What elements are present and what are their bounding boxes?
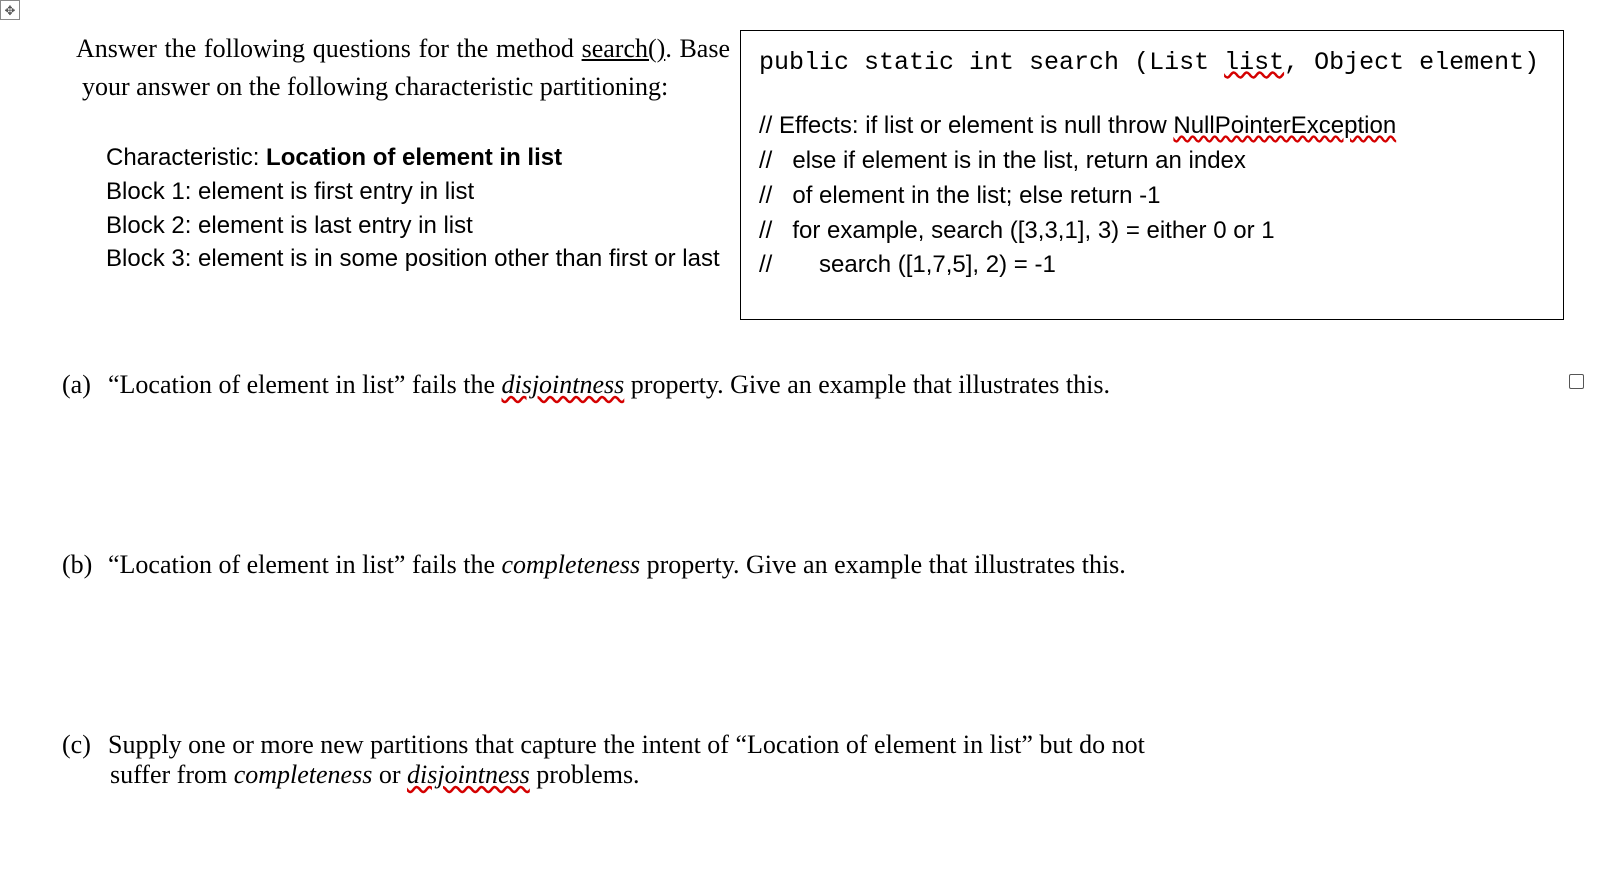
question-top-row: 4.Answer the following questions for the…	[30, 30, 1564, 320]
code-comment-1-err: NullPointerException	[1173, 112, 1396, 139]
code-comments: // Effects: if list or element is null t…	[759, 109, 1543, 283]
subquestion-area: (a)“Location of element in list” fails t…	[30, 370, 1564, 790]
question-number: 4.	[30, 30, 76, 68]
subq-c-line2-pre: suffer from	[110, 760, 234, 789]
subq-c-line2: suffer from completeness or disjointness…	[110, 760, 1564, 790]
code-signature: public static int search (List list, Obj…	[759, 45, 1543, 81]
characteristic-line: Characteristic: Location of element in l…	[106, 141, 730, 175]
subquestion-b: (b)“Location of element in list” fails t…	[62, 550, 1564, 580]
subquestion-c: (c)Supply one or more new partitions tha…	[62, 730, 1564, 790]
subquestion-a: (a)“Location of element in list” fails t…	[62, 370, 1564, 400]
subq-a-label: (a)	[62, 370, 108, 400]
code-comment-2: // else if element is in the list, retur…	[759, 144, 1543, 179]
subq-c-em2: disjointness	[407, 760, 530, 789]
code-sig-post: , Object element)	[1284, 48, 1539, 77]
subq-c-line1: Supply one or more new partitions that c…	[108, 730, 1145, 759]
comment-marker-icon[interactable]	[1569, 374, 1584, 389]
code-comment-1-pre: // Effects: if list or element is null t…	[759, 112, 1173, 139]
subq-b-post: property. Give an example that illustrat…	[640, 550, 1126, 579]
subq-a-pre: “Location of element in list” fails the	[108, 370, 501, 399]
intro-method-name: search()	[582, 34, 666, 63]
code-comment-1: // Effects: if list or element is null t…	[759, 109, 1543, 144]
characteristic-box: Characteristic: Location of element in l…	[106, 141, 730, 275]
code-comment-5: // search ([1,7,5], 2) = -1	[759, 248, 1543, 283]
code-sig-list-spellerr: list	[1224, 48, 1284, 77]
intro-text-1: Answer the following questions for the m…	[76, 34, 582, 63]
question-intro: 4.Answer the following questions for the…	[82, 30, 730, 105]
code-comment-3: // of element in the list; else return -…	[759, 179, 1543, 214]
subq-b-pre: “Location of element in list” fails the	[108, 550, 501, 579]
subq-c-line2-post: problems.	[530, 760, 640, 789]
subq-a-em: disjointness	[501, 370, 624, 399]
subq-b-em: completeness	[501, 550, 640, 579]
characteristic-block-3: Block 3: element is in some position oth…	[106, 242, 730, 276]
subq-c-em1: completeness	[234, 760, 373, 789]
characteristic-label: Characteristic:	[106, 144, 266, 171]
subq-a-post: property. Give an example that illustrat…	[624, 370, 1110, 399]
characteristic-value: Location of element in list	[266, 144, 562, 171]
document-page: ✥ 4.Answer the following questions for t…	[0, 0, 1624, 850]
subq-c-label: (c)	[62, 730, 108, 760]
characteristic-block-2: Block 2: element is last entry in list	[106, 209, 730, 243]
code-box: public static int search (List list, Obj…	[740, 30, 1564, 320]
subq-c-mid: or	[372, 760, 407, 789]
characteristic-block-1: Block 1: element is first entry in list	[106, 175, 730, 209]
code-comment-4: // for example, search ([3,3,1], 3) = ei…	[759, 214, 1543, 249]
code-sig-pre: public static int search (List	[759, 48, 1224, 77]
table-move-handle-icon[interactable]: ✥	[0, 0, 20, 20]
question-left-column: 4.Answer the following questions for the…	[30, 30, 730, 276]
subq-b-label: (b)	[62, 550, 108, 580]
